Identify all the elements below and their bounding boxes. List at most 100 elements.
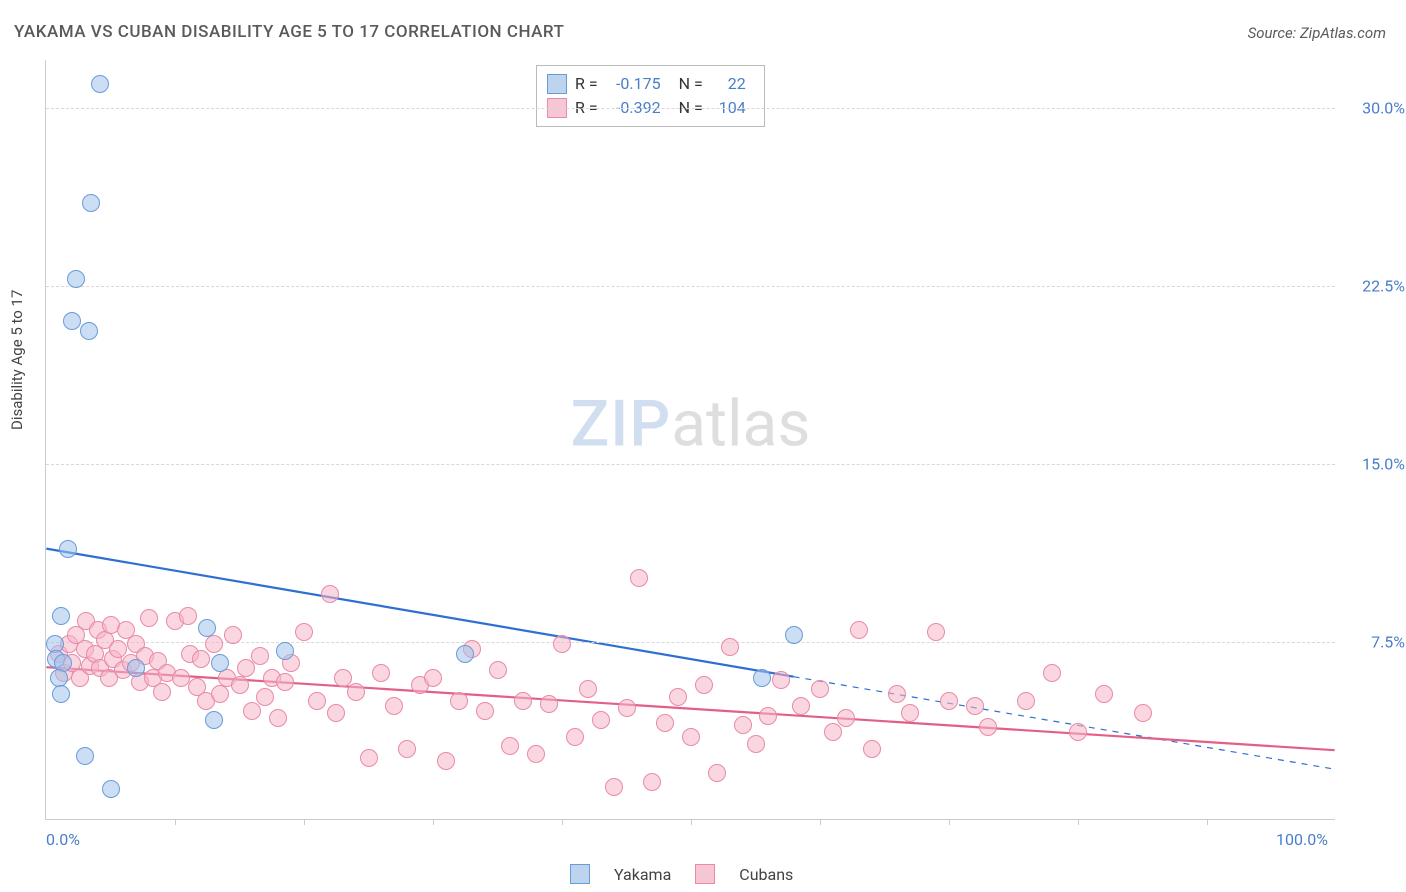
x-tick-mark <box>1207 819 1208 825</box>
y-tick-label: 22.5% <box>1345 276 1405 295</box>
scatter-point <box>59 540 77 558</box>
scatter-point <box>888 685 906 703</box>
scatter-point <box>747 735 765 753</box>
stats-n-label: N = <box>679 72 703 96</box>
scatter-point <box>759 707 777 725</box>
scatter-point <box>1069 723 1087 741</box>
y-axis-label: Disability Age 5 to 17 <box>8 290 26 430</box>
scatter-point <box>979 718 997 736</box>
scatter-point <box>251 647 269 665</box>
scatter-point <box>211 685 229 703</box>
scatter-point <box>643 773 661 791</box>
scatter-point <box>540 695 558 713</box>
scatter-point <box>179 607 197 625</box>
scatter-point <box>127 659 145 677</box>
scatter-point <box>450 692 468 710</box>
scatter-point <box>792 697 810 715</box>
scatter-point <box>592 711 610 729</box>
y-tick-label: 7.5% <box>1345 632 1405 651</box>
stats-r-value: -0.175 <box>606 72 661 96</box>
legend-swatch <box>570 864 590 884</box>
scatter-point <box>224 626 242 644</box>
scatter-point <box>424 669 442 687</box>
scatter-point <box>527 745 545 763</box>
scatter-point <box>437 752 455 770</box>
scatter-point <box>372 664 390 682</box>
scatter-point <box>52 685 70 703</box>
stats-n-value: 22 <box>711 72 746 96</box>
gridline <box>46 642 1335 643</box>
x-tick-mark <box>175 819 176 825</box>
x-tick-mark <box>949 819 950 825</box>
scatter-point <box>102 780 120 798</box>
scatter-point <box>721 638 739 656</box>
scatter-point <box>327 704 345 722</box>
scatter-point <box>140 609 158 627</box>
scatter-point <box>824 723 842 741</box>
watermark-zip: ZIP <box>571 387 672 462</box>
scatter-point <box>398 740 416 758</box>
scatter-point <box>76 747 94 765</box>
gridline <box>46 108 1335 109</box>
scatter-point <box>385 697 403 715</box>
scatter-point <box>276 642 294 660</box>
scatter-point <box>205 711 223 729</box>
scatter-point <box>669 688 687 706</box>
scatter-point <box>682 728 700 746</box>
scatter-point <box>1134 704 1152 722</box>
stats-row: R =-0.175N =22 <box>547 72 746 96</box>
x-tick-mark <box>1078 819 1079 825</box>
scatter-point <box>1043 664 1061 682</box>
scatter-point <box>753 669 771 687</box>
scatter-point <box>80 322 98 340</box>
scatter-point <box>91 75 109 93</box>
x-tick-mark <box>820 819 821 825</box>
watermark: ZIPatlas <box>571 387 811 462</box>
scatter-point <box>695 676 713 694</box>
scatter-point <box>553 635 571 653</box>
bottom-legend: Yakama Cubans <box>570 864 793 884</box>
watermark-atlas: atlas <box>671 387 810 462</box>
scatter-point <box>734 716 752 734</box>
scatter-point <box>940 692 958 710</box>
scatter-point <box>566 728 584 746</box>
scatter-point <box>966 697 984 715</box>
y-tick-label: 15.0% <box>1345 454 1405 473</box>
scatter-point <box>708 764 726 782</box>
scatter-point <box>63 312 81 330</box>
scatter-point <box>1095 685 1113 703</box>
scatter-point <box>256 688 274 706</box>
x-tick-label: 100.0% <box>1276 830 1328 849</box>
scatter-point <box>50 669 68 687</box>
legend-label: Yakama <box>614 865 671 884</box>
scatter-point <box>837 709 855 727</box>
scatter-point <box>192 650 210 668</box>
scatter-point <box>295 623 313 641</box>
plot-area: ZIPatlas R =-0.175N =22R =-0.392N =104 7… <box>45 60 1335 820</box>
scatter-point <box>811 680 829 698</box>
scatter-point <box>1017 692 1035 710</box>
chart-title: YAKAMA VS CUBAN DISABILITY AGE 5 TO 17 C… <box>14 22 564 42</box>
scatter-point <box>476 702 494 720</box>
scatter-point <box>211 654 229 672</box>
scatter-point <box>231 676 249 694</box>
scatter-point <box>901 704 919 722</box>
gridline <box>46 286 1335 287</box>
scatter-point <box>276 673 294 691</box>
scatter-point <box>205 635 223 653</box>
scatter-point <box>456 645 474 663</box>
x-tick-label: 0.0% <box>46 830 80 849</box>
scatter-point <box>82 194 100 212</box>
scatter-point <box>489 661 507 679</box>
x-tick-mark <box>304 819 305 825</box>
scatter-point <box>579 680 597 698</box>
scatter-point <box>656 714 674 732</box>
x-tick-mark <box>433 819 434 825</box>
x-tick-mark <box>691 819 692 825</box>
x-tick-mark <box>562 819 563 825</box>
legend-label: Cubans <box>739 865 793 884</box>
scatter-point <box>772 671 790 689</box>
scatter-point <box>347 683 365 701</box>
scatter-point <box>360 749 378 767</box>
legend-swatch <box>695 864 715 884</box>
